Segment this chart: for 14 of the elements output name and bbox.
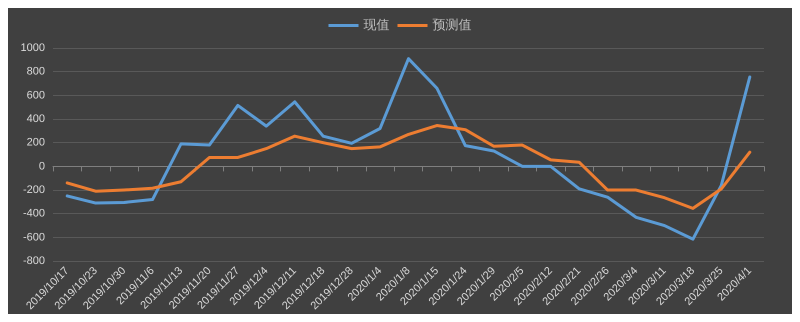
y-tick-label: 400 — [26, 113, 45, 126]
y-tick-label: -400 — [22, 208, 45, 220]
y-tick-label: 600 — [26, 89, 45, 102]
line-series — [66, 124, 752, 210]
y-tick-label: -200 — [22, 184, 45, 196]
legend-label: 现值 — [364, 18, 390, 33]
y-tick-label: 800 — [26, 66, 45, 78]
y-tick-label: -800 — [22, 255, 45, 268]
y-tick-label: 0 — [38, 160, 45, 172]
y-tick-label: -600 — [22, 231, 45, 244]
y-tick-label: 200 — [26, 136, 45, 149]
legend-label: 预测值 — [432, 18, 472, 33]
y-tick-label: 1000 — [20, 42, 45, 54]
line-series — [66, 57, 752, 241]
